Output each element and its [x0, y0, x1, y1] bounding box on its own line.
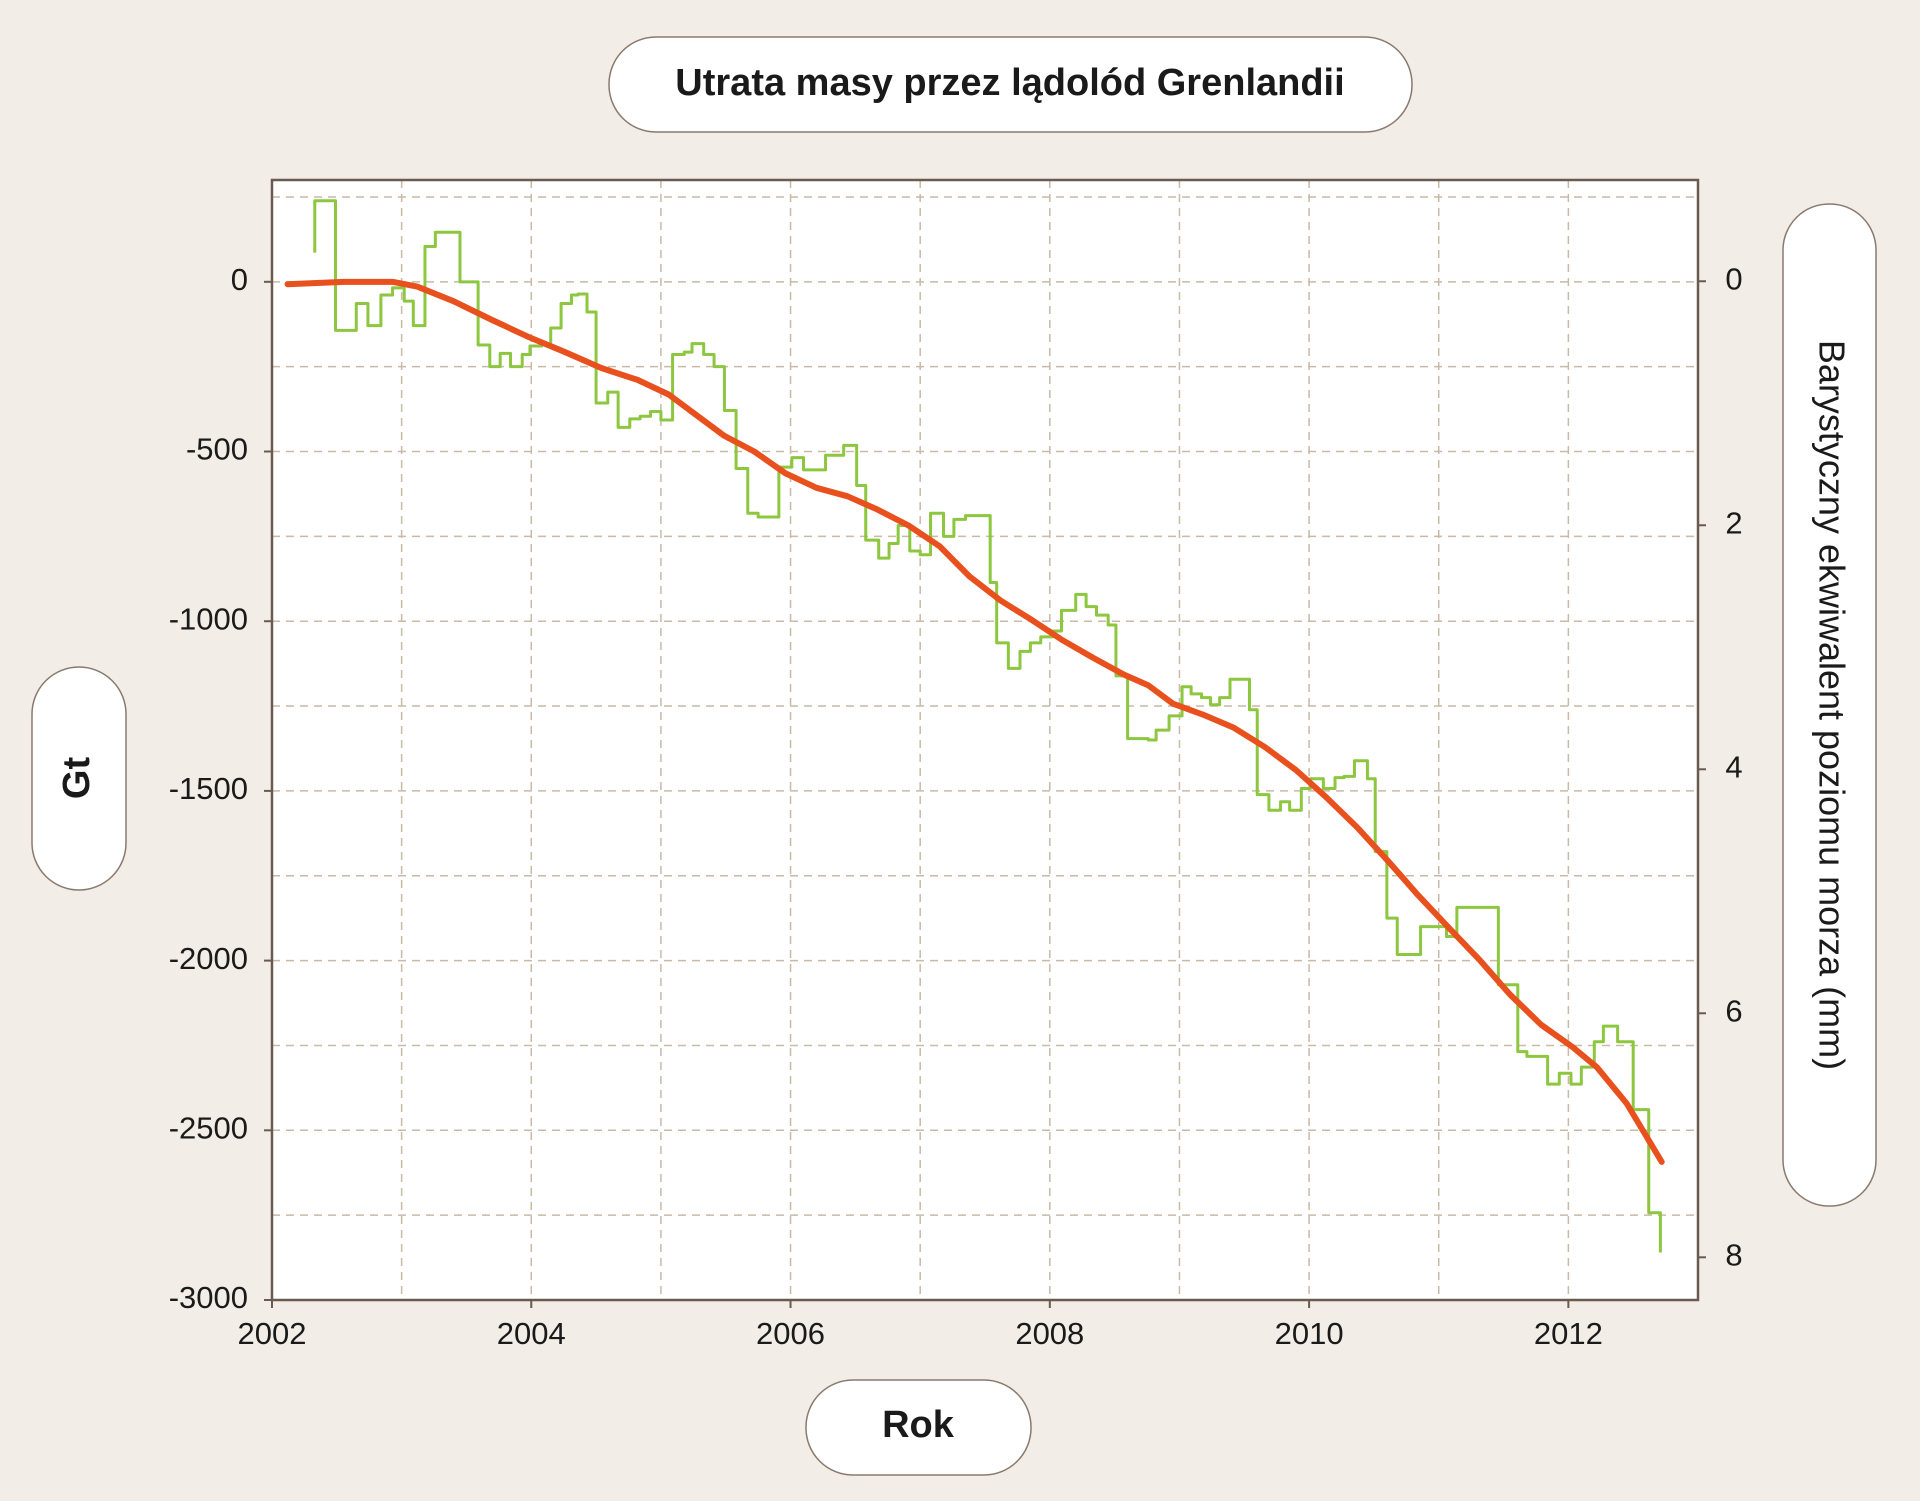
y2-tick-label: 0: [1725, 261, 1742, 296]
title-pill: [608, 36, 1413, 133]
x-axis-label: Rok: [882, 1404, 955, 1446]
y-tick-label: -1500: [169, 771, 248, 806]
monthly-mass-line: [313, 199, 1662, 1253]
y2-tick-label: 4: [1725, 749, 1742, 784]
y-tick-label: -1000: [169, 601, 248, 636]
y-tick-label: -3000: [169, 1280, 248, 1315]
labels: -3000 -2500 -2000 -1500 -1000 -500 0 0 2 4 6 8 2002 2…: [169, 261, 1743, 1351]
x-tick-label: 2012: [1534, 1316, 1603, 1351]
y-tick-label: -500: [186, 432, 248, 467]
data: [284, 199, 1665, 1253]
x-tick-label: 2004: [497, 1316, 566, 1351]
x-tick-label: 2002: [238, 1316, 307, 1351]
y2-tick-label: 2: [1725, 505, 1742, 540]
y-axis-label: Gt: [56, 757, 98, 800]
y-label-pill: [31, 666, 127, 891]
chart-title: Utrata masy przez lądolód Grenlandii: [675, 62, 1344, 104]
x-tick-label: 2006: [756, 1316, 825, 1351]
plot-frame: [270, 178, 1700, 1302]
y-tick-label: -2000: [169, 941, 248, 976]
x-tick-label: 2010: [1275, 1316, 1344, 1351]
x-tick-label: 2008: [1015, 1316, 1084, 1351]
y2-tick-label: 6: [1725, 993, 1742, 1028]
x-label-pill: [805, 1379, 1032, 1476]
y2-axis-label: Barystyczny ekwiwalent poziomu morza (mm…: [1811, 340, 1852, 1070]
grid: [272, 180, 1698, 1300]
y2-tick-label: 8: [1725, 1237, 1742, 1272]
y2-label-pill: [1782, 203, 1877, 1207]
y-tick-label: -2500: [169, 1110, 248, 1145]
y-tick-label: 0: [231, 262, 248, 297]
trend-line: [284, 278, 1665, 1165]
plot-area: [272, 180, 1698, 1300]
